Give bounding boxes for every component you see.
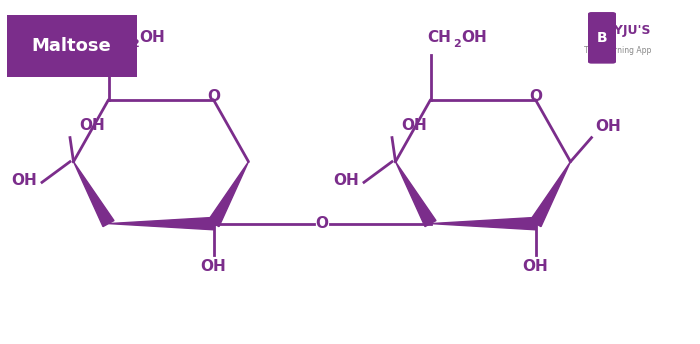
Polygon shape [395, 162, 436, 227]
Text: B: B [596, 31, 608, 45]
Polygon shape [208, 162, 248, 227]
Polygon shape [108, 217, 214, 230]
Text: BYJU'S: BYJU'S [606, 24, 651, 37]
Text: OH: OH [201, 259, 226, 275]
Text: OH: OH [461, 30, 487, 45]
Text: OH: OH [79, 118, 105, 133]
Text: O: O [207, 89, 220, 104]
Text: OH: OH [401, 118, 427, 133]
Text: OH: OH [139, 30, 165, 45]
Text: 2: 2 [453, 39, 461, 49]
Polygon shape [74, 162, 114, 227]
Text: 2: 2 [131, 39, 139, 49]
Polygon shape [530, 162, 570, 227]
Text: O: O [316, 216, 328, 231]
Text: CH: CH [427, 30, 451, 45]
Text: OH: OH [333, 173, 359, 189]
Text: O: O [529, 89, 542, 104]
Text: CH: CH [105, 30, 129, 45]
Text: Maltose: Maltose [32, 37, 111, 55]
Text: OH: OH [11, 173, 37, 189]
Text: The Learning App: The Learning App [584, 46, 651, 55]
Polygon shape [430, 217, 536, 230]
Text: OH: OH [523, 259, 548, 275]
Text: OH: OH [595, 119, 621, 134]
